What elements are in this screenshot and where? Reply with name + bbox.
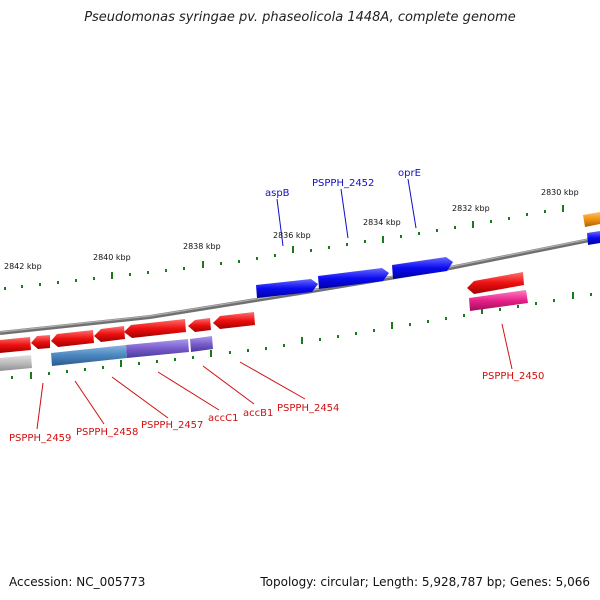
label-PSPPH_2454[interactable]: PSPPH_2454 xyxy=(277,403,339,414)
gene-PSPPH_2450[interactable] xyxy=(467,272,524,294)
map-title: Pseudomonas syringae pv. phaseolicola 14… xyxy=(84,10,516,25)
gene-offscreen-right-blue[interactable] xyxy=(587,231,600,245)
bottom-leader-lines xyxy=(36,323,513,430)
track-purple-2[interactable] xyxy=(190,336,213,352)
gene-PSPPH_2452[interactable] xyxy=(318,268,389,289)
axis-label-2836: 2836 kbp xyxy=(273,231,311,240)
label-PSPPH_2459[interactable]: PSPPH_2459 xyxy=(9,433,71,444)
gene-red-7[interactable] xyxy=(213,312,255,329)
axis-label-2830: 2830 kbp xyxy=(541,188,579,197)
topology-text: Topology: circular; Length: 5,928,787 bp… xyxy=(260,575,590,589)
gene-red-2[interactable] xyxy=(31,335,50,349)
inner-tick-ring xyxy=(11,292,592,379)
outer-tick-ring xyxy=(4,205,564,290)
gene-offscreen-right-orange[interactable] xyxy=(583,212,600,227)
label-oprE[interactable]: oprE xyxy=(398,168,421,179)
track-magenta[interactable] xyxy=(469,290,528,311)
label-aspB[interactable]: aspB xyxy=(265,188,290,199)
gene-red-1[interactable] xyxy=(0,337,31,353)
axis-label-2842: 2842 kbp xyxy=(4,262,42,271)
axis-label-2832: 2832 kbp xyxy=(452,204,490,213)
track-steel-blue[interactable] xyxy=(51,345,127,366)
track-purple-1[interactable] xyxy=(126,339,189,358)
label-PSPPH_2450[interactable]: PSPPH_2450 xyxy=(482,371,544,382)
axis-label-2840: 2840 kbp xyxy=(93,253,131,262)
accession-text: Accession: NC_005773 xyxy=(9,575,146,589)
label-PSPPH_2458[interactable]: PSPPH_2458 xyxy=(76,427,138,438)
axis-label-2834: 2834 kbp xyxy=(363,218,401,227)
axis-label-2838: 2838 kbp xyxy=(183,242,221,251)
label-accB1[interactable]: accB1 xyxy=(243,408,273,419)
track-grey[interactable] xyxy=(0,355,32,371)
gene-red-5[interactable] xyxy=(124,319,186,338)
top-leader-lines xyxy=(276,178,417,247)
gene-red-3[interactable] xyxy=(51,330,94,347)
label-PSPPH_2457[interactable]: PSPPH_2457 xyxy=(141,420,203,431)
gene-red-6[interactable] xyxy=(188,318,211,332)
gene-oprE[interactable] xyxy=(392,257,453,279)
gene-aspB[interactable] xyxy=(256,279,318,298)
gene-red-4[interactable] xyxy=(94,326,125,342)
label-accC1[interactable]: accC1 xyxy=(208,413,238,424)
label-PSPPH_2452[interactable]: PSPPH_2452 xyxy=(312,178,374,189)
